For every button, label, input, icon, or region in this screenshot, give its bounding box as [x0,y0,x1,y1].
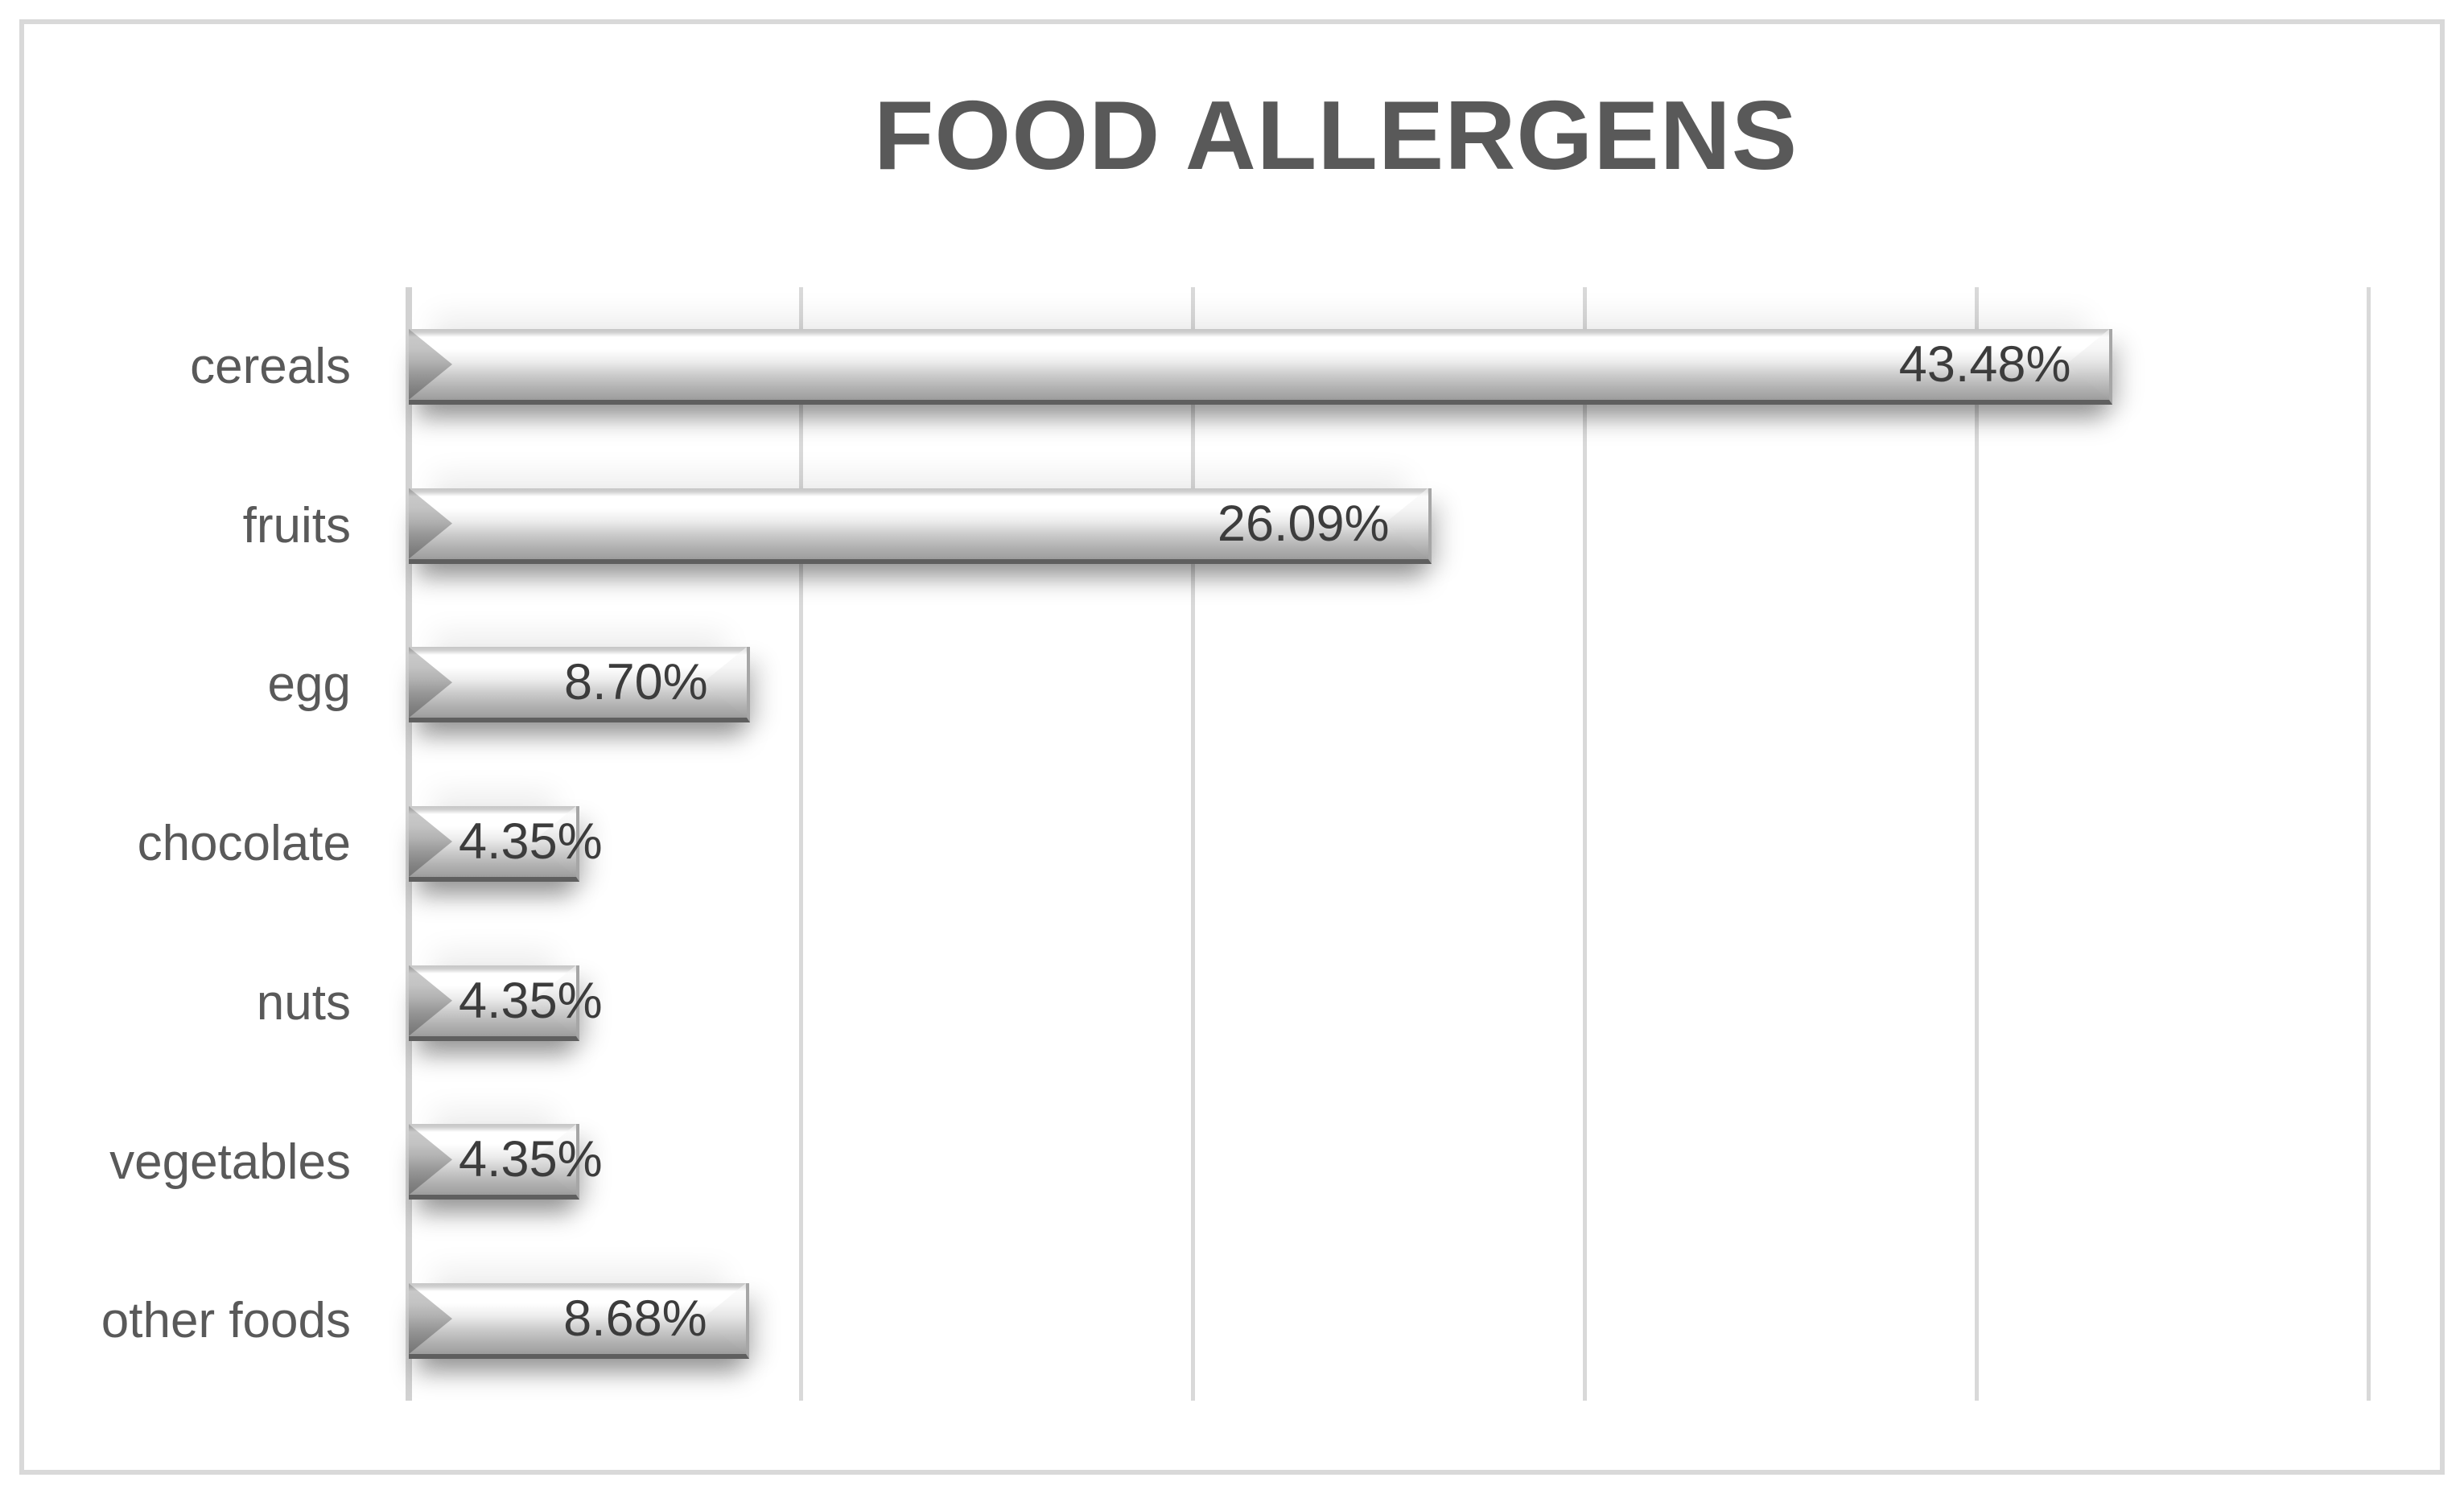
bar-vegetables: 4.35% [409,1124,603,1200]
bar-cereals: 43.48% [409,328,2113,405]
bar-nuts: 4.35% [409,965,603,1041]
bar-chocolate: 4.35% [409,806,603,882]
category-label-other-foods: other foods [101,1293,351,1349]
category-label-vegetables: vegetables [109,1134,351,1190]
data-label-fruits: 26.09% [1217,495,1390,552]
category-label-nuts: nuts [256,974,351,1031]
gridline-10pct [799,287,803,1401]
chart-frame [19,19,2445,1475]
data-label-other-foods: 8.68% [563,1290,707,1348]
data-label-egg: 8.70% [564,654,708,711]
bar-egg: 8.70% [409,647,750,723]
category-label-cereals: cereals [190,339,351,394]
chart-title: FOOD ALLERGENS [873,80,1799,190]
data-label-nuts: 4.35% [459,972,603,1029]
gridline-40pct [1975,287,1979,1401]
bar-fruits: 26.09% [409,488,1432,564]
bar-other-foods: 8.68% [409,1283,749,1360]
gridline-30pct [1583,287,1587,1401]
gridline-50pct [2367,287,2371,1401]
data-label-chocolate: 4.35% [459,813,603,870]
category-label-egg: egg [267,656,351,713]
data-label-vegetables: 4.35% [459,1131,603,1188]
data-label-cereals: 43.48% [1898,335,2071,393]
category-label-chocolate: chocolate [137,816,351,872]
gridline-20pct [1191,287,1195,1401]
category-label-fruits: fruits [242,497,351,554]
